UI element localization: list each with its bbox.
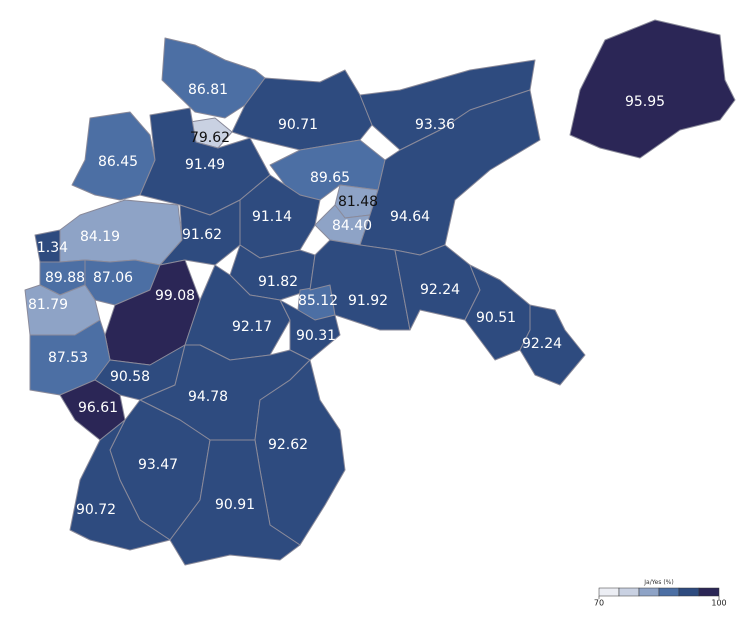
region-value-label: 89.65 bbox=[310, 170, 350, 186]
region-value-label: 90.58 bbox=[110, 369, 150, 385]
region-value-label: 91.49 bbox=[185, 157, 225, 173]
region-value-label: 84.19 bbox=[80, 229, 120, 245]
region-value-label: 91.82 bbox=[258, 274, 298, 290]
region-value-label: 91.92 bbox=[348, 293, 388, 309]
regions bbox=[24, 19, 736, 566]
legend-tick-label: 100 bbox=[711, 599, 726, 608]
region-value-label: 86.45 bbox=[98, 154, 138, 170]
region bbox=[569, 19, 736, 159]
region-value-label: 90.72 bbox=[76, 502, 116, 518]
region-value-label: 93.47 bbox=[138, 457, 178, 473]
region-value-label: 85.12 bbox=[298, 293, 338, 309]
region-value-label: 94.78 bbox=[188, 389, 228, 405]
region-value-label: 90.71 bbox=[278, 117, 318, 133]
region-value-label: 90.31 bbox=[296, 328, 336, 344]
region bbox=[309, 239, 411, 331]
region bbox=[59, 199, 183, 266]
region-value-label: 81.48 bbox=[338, 194, 378, 210]
region-value-label: 94.64 bbox=[390, 209, 430, 225]
legend: Ja/Yes (%) 70 100 bbox=[594, 579, 727, 608]
region-value-label: 89.88 bbox=[45, 270, 85, 286]
region-value-label: 95.95 bbox=[625, 94, 665, 110]
region-value-label: 93.36 bbox=[415, 117, 455, 133]
region-value-label: 92.24 bbox=[522, 336, 562, 352]
region bbox=[279, 299, 341, 361]
region-value-label: 91.62 bbox=[182, 227, 222, 243]
legend-swatch bbox=[678, 587, 700, 597]
region-value-label: 92.17 bbox=[232, 319, 272, 335]
region bbox=[69, 419, 171, 551]
region-value-label: 84.40 bbox=[332, 218, 372, 234]
legend-tick-label: 70 bbox=[594, 599, 604, 608]
region-value-label: 99.08 bbox=[155, 288, 195, 304]
legend-swatch bbox=[598, 587, 620, 597]
legend-title: Ja/Yes (%) bbox=[643, 579, 673, 586]
region-value-label: 96.61 bbox=[78, 400, 118, 416]
region-value-label: 92.62 bbox=[268, 437, 308, 453]
region-value-label: 91.34 bbox=[28, 240, 68, 256]
region-value-label: 91.14 bbox=[252, 209, 292, 225]
region bbox=[169, 439, 301, 566]
legend-swatch bbox=[638, 587, 660, 597]
region-value-label: 87.53 bbox=[48, 350, 88, 366]
region-value-label: 86.81 bbox=[188, 82, 228, 98]
region bbox=[519, 304, 586, 386]
legend-swatch bbox=[658, 587, 680, 597]
region-value-label: 79.62 bbox=[190, 130, 230, 146]
legend-swatch bbox=[698, 587, 720, 597]
region bbox=[71, 111, 156, 201]
labels: 86.81 79.62 90.71 93.36 95.95 86.45 91.49 89.65… bbox=[28, 82, 665, 518]
region-value-label: 90.91 bbox=[215, 497, 255, 513]
region-value-label: 87.06 bbox=[93, 270, 133, 286]
region-value-label: 92.24 bbox=[420, 282, 460, 298]
legend-swatch bbox=[618, 587, 640, 597]
region-value-label: 90.51 bbox=[476, 310, 516, 326]
region-value-label: 81.79 bbox=[28, 297, 68, 313]
